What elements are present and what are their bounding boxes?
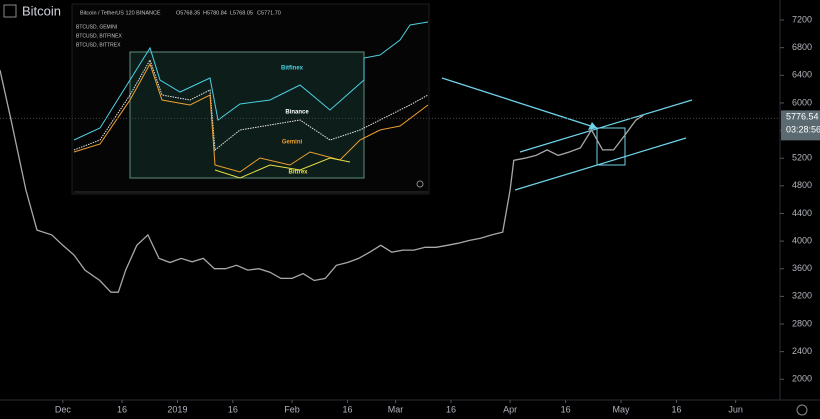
ohlc-label: C5771.70 xyxy=(257,10,281,16)
arrow xyxy=(441,77,598,129)
x-tick-label: 16 xyxy=(342,404,352,414)
ohlc-label: L5768.05 xyxy=(230,10,253,16)
inset-legend: BTCUSD, BITTREX xyxy=(76,42,121,48)
inset-label: Gemini xyxy=(282,140,303,146)
price-line xyxy=(0,69,644,293)
inset-label: Bittrex xyxy=(288,170,308,176)
last-price-tag xyxy=(781,110,820,141)
highlight-box xyxy=(596,127,626,166)
inset-settings[interactable] xyxy=(416,180,424,188)
symbol-info: Bitcoin / TetherUS 120 BINANCE xyxy=(80,10,161,16)
menu-icon[interactable] xyxy=(3,4,17,18)
x-tick-label: 16 xyxy=(228,404,238,414)
y-tick-label: 5200 xyxy=(792,153,812,163)
last-price: 5776.54 xyxy=(786,112,819,122)
x-tick-label: 16 xyxy=(671,404,681,414)
inset-binance-line xyxy=(73,58,429,151)
y-tick-label: 6400 xyxy=(792,70,812,80)
settings-icon[interactable] xyxy=(796,404,808,416)
y-tick-label: 7200 xyxy=(792,14,812,24)
y-tick-label: 2800 xyxy=(792,318,812,328)
y-tick-label: 4800 xyxy=(792,180,812,190)
x-tick-label: Apr xyxy=(503,404,517,414)
x-tick-label: 16 xyxy=(561,404,571,414)
y-tick-label: 4400 xyxy=(792,208,812,218)
countdown: 03:28:56 xyxy=(786,125,820,135)
chart-title: Bitcoin xyxy=(22,3,61,18)
x-tick-label: 2019 xyxy=(167,404,187,414)
channel-lower xyxy=(514,137,687,191)
y-tick-label: 2400 xyxy=(792,346,812,356)
y-tick-label: 6800 xyxy=(792,42,812,52)
inset-label: Binance xyxy=(285,110,309,116)
inset xyxy=(71,3,430,195)
x-tick-label: 16 xyxy=(117,404,127,414)
inset-legend: BTCUSD, GEMINI xyxy=(76,24,117,30)
y-tick-label: 3200 xyxy=(792,291,812,301)
y-tick-label: 4000 xyxy=(792,235,812,245)
x-tick-label: Dec xyxy=(55,404,72,414)
y-tick-label: 3600 xyxy=(792,263,812,273)
y-tick-label: 6000 xyxy=(792,97,812,107)
x-tick-label: 16 xyxy=(446,404,456,414)
ohlc-label: O5768.35 xyxy=(176,10,200,16)
inset-legend: BTCUSD, BITFINEX xyxy=(76,33,123,39)
inset-bittrex-line xyxy=(214,157,351,179)
inset-bitfinex-line xyxy=(73,21,429,141)
channel-upper xyxy=(519,99,693,153)
inset-highlight xyxy=(129,51,365,179)
x-tick-label: Jun xyxy=(728,404,743,414)
arrow-head xyxy=(588,122,597,130)
x-tick-label: Mar xyxy=(388,404,404,414)
inset-gemini-line xyxy=(73,62,429,173)
x-tick-label: Feb xyxy=(284,404,300,414)
x-tick-label: May xyxy=(613,404,631,414)
inset-label: Bitfinex xyxy=(281,66,304,72)
y-tick-label: 2000 xyxy=(792,374,812,384)
ohlc-label: H5780.84 xyxy=(203,10,227,16)
